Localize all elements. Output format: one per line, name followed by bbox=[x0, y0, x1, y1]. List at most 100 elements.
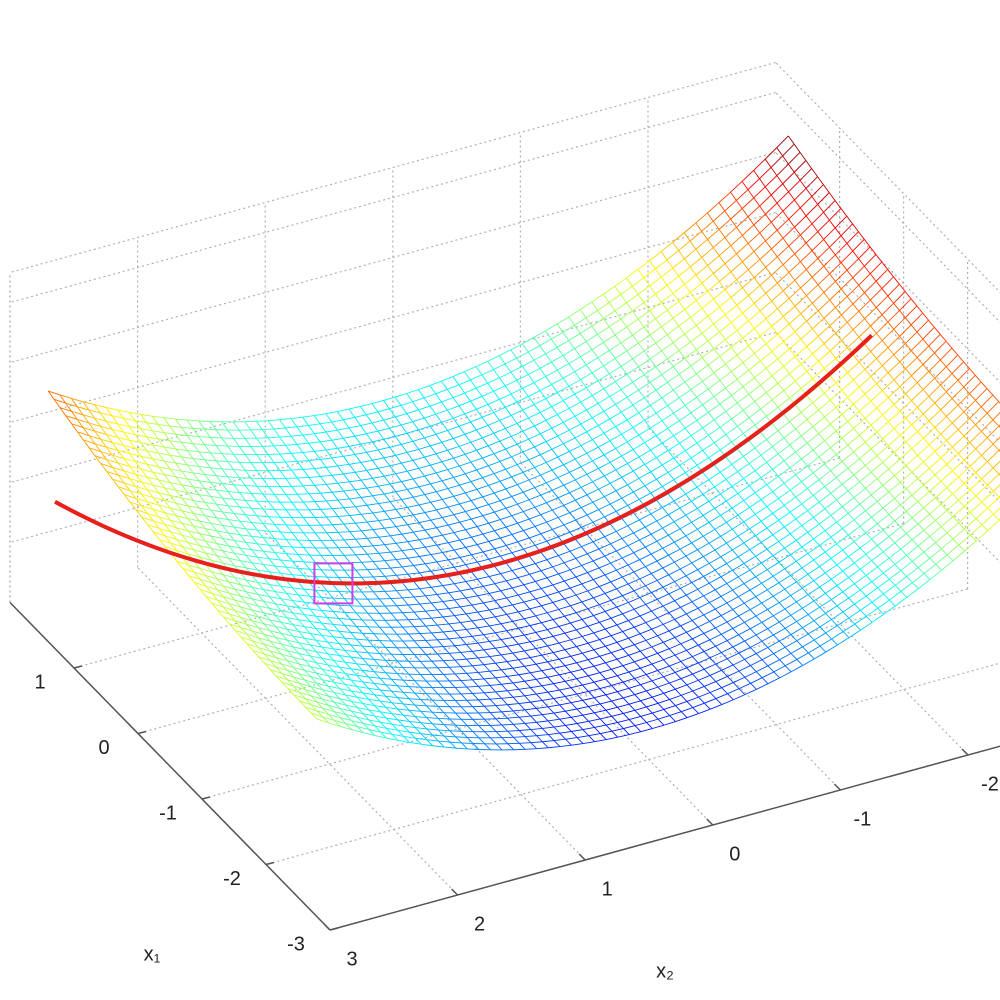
mesh-line bbox=[784, 539, 797, 549]
mesh-line bbox=[419, 570, 432, 574]
mesh-line bbox=[649, 358, 657, 368]
mesh-line bbox=[390, 626, 398, 635]
mesh-line bbox=[749, 477, 762, 487]
mesh-line bbox=[528, 518, 536, 527]
mesh-line bbox=[332, 624, 340, 632]
mesh-line bbox=[339, 666, 352, 670]
mesh-line bbox=[222, 511, 229, 520]
mesh-line bbox=[135, 461, 142, 470]
mesh-line bbox=[662, 547, 669, 556]
mesh-line bbox=[645, 622, 652, 630]
mesh-line bbox=[916, 371, 930, 383]
mesh-line bbox=[534, 482, 547, 489]
mesh-line bbox=[685, 450, 692, 459]
mesh-line bbox=[448, 592, 455, 601]
mesh-line bbox=[615, 505, 628, 512]
mesh-line bbox=[829, 299, 836, 308]
mesh-line bbox=[423, 393, 436, 399]
mesh-line bbox=[748, 384, 761, 395]
mesh-line bbox=[974, 374, 982, 383]
mesh-line bbox=[459, 557, 467, 566]
mesh-line bbox=[245, 541, 258, 545]
mesh-line bbox=[593, 597, 600, 605]
mesh-line bbox=[620, 366, 628, 375]
mesh-line bbox=[545, 392, 558, 400]
mesh-line bbox=[580, 466, 588, 475]
mesh-line bbox=[638, 366, 645, 375]
mesh-line bbox=[511, 530, 524, 535]
mesh-line bbox=[667, 358, 674, 367]
mesh-line bbox=[348, 446, 356, 455]
mesh-line bbox=[344, 650, 352, 658]
mesh-line bbox=[628, 620, 635, 628]
mesh-line bbox=[505, 526, 513, 535]
mesh-line bbox=[871, 485, 884, 496]
mesh-line bbox=[413, 565, 420, 574]
mesh-line bbox=[355, 521, 368, 524]
mesh-line bbox=[141, 516, 154, 522]
mesh-line bbox=[152, 471, 165, 476]
mesh-line bbox=[233, 526, 241, 536]
mesh-line bbox=[263, 550, 275, 554]
mesh-line bbox=[650, 471, 657, 480]
mesh-line bbox=[690, 357, 703, 367]
mesh-line bbox=[894, 441, 907, 453]
mesh-line bbox=[771, 423, 779, 431]
mesh-line bbox=[651, 567, 664, 574]
mesh-line bbox=[251, 535, 264, 539]
mesh-line bbox=[234, 599, 247, 604]
mesh-line bbox=[672, 232, 685, 243]
mesh-line bbox=[530, 687, 537, 695]
mesh-line bbox=[580, 372, 593, 381]
mesh-line bbox=[697, 522, 710, 530]
mesh-line bbox=[506, 597, 513, 606]
mesh-line bbox=[800, 234, 807, 244]
mesh-line bbox=[246, 624, 253, 632]
mesh-line bbox=[777, 348, 790, 360]
mesh-line bbox=[517, 484, 524, 493]
mesh-line bbox=[533, 359, 541, 369]
mesh-line bbox=[233, 469, 240, 478]
mesh-line bbox=[760, 454, 768, 463]
mesh-line bbox=[523, 526, 536, 532]
mesh-line bbox=[298, 673, 306, 681]
mesh-line bbox=[581, 652, 589, 660]
mesh-line bbox=[530, 654, 542, 658]
mesh-line bbox=[736, 378, 744, 387]
mesh-line bbox=[945, 366, 953, 374]
mesh-line bbox=[501, 652, 513, 656]
mesh-line bbox=[673, 381, 686, 391]
mesh-line bbox=[650, 547, 663, 555]
mesh-line bbox=[406, 489, 414, 498]
mesh-line bbox=[494, 600, 502, 608]
mesh-line bbox=[292, 624, 299, 632]
mesh-line bbox=[645, 585, 652, 593]
mesh-line bbox=[419, 632, 432, 635]
mesh-line bbox=[626, 374, 634, 383]
mesh-line bbox=[476, 382, 488, 389]
mesh-line bbox=[592, 541, 600, 550]
mesh-line bbox=[806, 335, 819, 347]
mesh-line bbox=[812, 368, 825, 379]
mesh-line bbox=[731, 500, 744, 509]
mesh-line bbox=[493, 428, 506, 434]
mesh-line bbox=[483, 649, 490, 657]
mesh-line bbox=[343, 489, 356, 492]
mesh-line bbox=[557, 456, 564, 465]
mesh-line bbox=[663, 618, 675, 625]
mesh-line bbox=[689, 230, 702, 242]
mesh-line bbox=[337, 445, 350, 449]
mesh-line bbox=[511, 451, 524, 458]
mesh-line bbox=[703, 529, 716, 537]
mesh-line bbox=[279, 453, 286, 463]
mesh-line bbox=[668, 648, 676, 656]
mesh-line bbox=[476, 429, 483, 439]
mesh-line bbox=[198, 451, 206, 461]
mesh-line bbox=[453, 433, 466, 439]
mesh-line bbox=[250, 477, 258, 487]
mesh-line bbox=[366, 504, 374, 514]
mesh-line bbox=[442, 566, 455, 570]
mesh-line bbox=[320, 524, 327, 534]
mesh-line bbox=[558, 642, 566, 650]
mesh-line bbox=[268, 544, 281, 547]
